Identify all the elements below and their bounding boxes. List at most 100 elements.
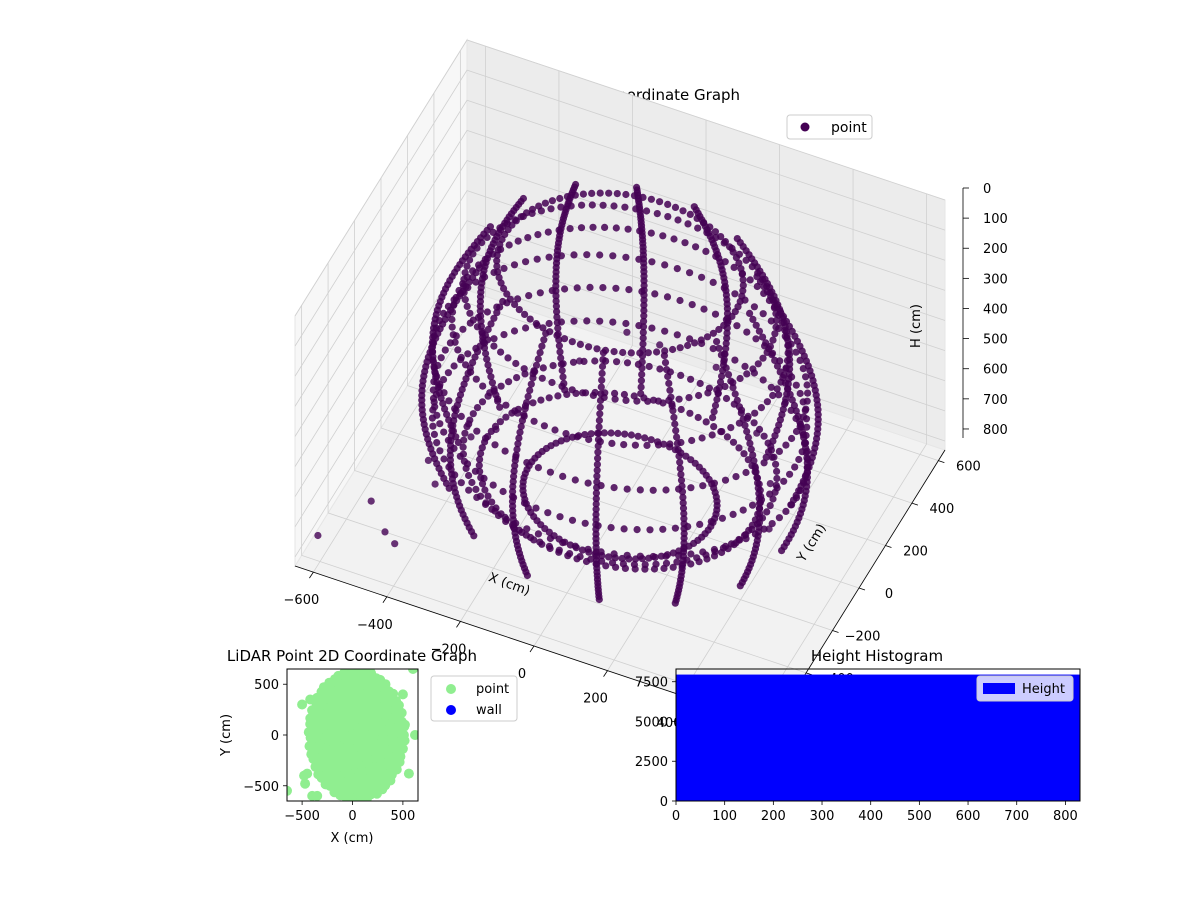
plot-3d-point [546, 468, 555, 476]
plot-3d-point [484, 392, 492, 400]
plot-3d-point [790, 401, 799, 410]
plot-3d-point [550, 532, 558, 540]
plot-3d-point [450, 362, 458, 370]
plot-3d-point [679, 207, 687, 215]
plot-3d-ztick-label: 600 [983, 363, 1008, 378]
plot-3d-point [557, 360, 566, 368]
plot-3d-point [731, 356, 739, 364]
plot-3d-point [662, 486, 670, 494]
plot-3d-point [692, 243, 700, 251]
plot-3d-point [736, 536, 744, 544]
plot-3d-point [556, 194, 564, 203]
plot-3d-point [664, 200, 672, 208]
plot-3d-point [746, 309, 754, 317]
plot-3d-point [769, 391, 777, 400]
plot-3d-point [596, 410, 604, 418]
plot-3d-zlabel: H (cm) [909, 304, 924, 348]
plot-3d-point [739, 281, 747, 289]
plot-3d-point [537, 396, 545, 404]
plot-3d-point [710, 408, 718, 416]
plot-3d-point [522, 531, 530, 539]
plot-3d-point [682, 452, 690, 460]
plot-3d-point [686, 210, 694, 218]
plot-3d-point [700, 305, 708, 313]
plot-3d-point [633, 526, 641, 534]
plot-3d-point [621, 430, 629, 438]
plot-3d-point [648, 324, 656, 332]
plot-3d-point [733, 322, 741, 330]
plot-3d-gridline-x [680, 169, 854, 696]
plot-3d-point [669, 407, 677, 415]
plot-3d-point [684, 341, 692, 350]
plot-3d-point [727, 377, 735, 385]
plot-3d-point [588, 201, 596, 209]
plot-3d-point [625, 286, 633, 294]
plot-3d-point [738, 269, 747, 278]
plot-3d-point [688, 436, 696, 445]
plot-3d-point [778, 547, 786, 555]
plot-2d-point [321, 778, 332, 789]
plot-3d-point [639, 328, 647, 336]
plot-2d-point [387, 689, 398, 700]
plot-3d-point [529, 374, 537, 382]
plot-3d-point [767, 442, 775, 451]
plot-3d-point [481, 438, 489, 446]
plot-3d-point [801, 406, 809, 414]
plot-3d-point [508, 409, 516, 417]
plot-3d-point [440, 428, 448, 436]
plot-3d-point [473, 404, 482, 412]
plot-3d-gridline-y [327, 262, 807, 674]
plot-3d-point [594, 448, 602, 456]
plot-3d-point [466, 416, 474, 424]
plot-3d-point [675, 452, 683, 460]
plot-3d-point [687, 484, 695, 492]
plot-3d-point [718, 372, 726, 380]
plot-3d-point [723, 319, 732, 327]
plot-3d-point [791, 463, 799, 471]
plot-3d-point [639, 323, 648, 331]
plot-3d-point [485, 367, 493, 375]
plot-3d-point [598, 376, 606, 384]
plot-3d-point [651, 553, 659, 561]
plot-3d-point [464, 350, 472, 358]
plot-3d-point [681, 239, 689, 247]
plot-3d-point [620, 390, 629, 399]
plot-2d-point [304, 727, 315, 738]
plot-3d-point [634, 432, 642, 440]
plot-3d-point [513, 374, 521, 382]
plot-3d-xtick [456, 621, 461, 628]
plot-3d-point [722, 339, 730, 347]
histogram-ytick-label: 7500 [635, 676, 668, 691]
histogram-xtick-label: 100 [712, 809, 737, 824]
plot-3d-point [483, 355, 491, 363]
plot-3d-point [645, 554, 653, 562]
plot-3d-point [462, 375, 470, 383]
plot-2d-point [394, 708, 405, 719]
plot-3d-point [585, 343, 593, 351]
plot-2d-point [410, 730, 418, 740]
plot-3d-point [536, 289, 544, 297]
plot-3d-ytick-label: −200 [845, 630, 881, 645]
plot-3d-point [496, 403, 504, 411]
plot-3d-point [749, 501, 757, 509]
plot-3d-point [623, 485, 631, 493]
plot-3d-point [497, 510, 505, 518]
plot-3d-point [773, 467, 781, 475]
plot-3d-point [788, 434, 796, 443]
plot-2d-point [403, 768, 414, 779]
plot-3d-point [495, 273, 503, 282]
plot-3d-point [721, 382, 729, 391]
plot-3d-point [709, 329, 718, 337]
plot-3d-point [666, 443, 674, 451]
plot-2d-point [333, 670, 344, 681]
plot-3d-point [490, 268, 498, 277]
plot-3d-point [454, 438, 462, 447]
plot-3d-point [538, 374, 546, 382]
plot-3d-point [555, 336, 563, 344]
plot-2d-point [306, 740, 317, 751]
plot-3d-point [459, 443, 467, 451]
plot-3d-point [750, 457, 758, 465]
plot-3d-point [686, 335, 694, 343]
plot-3d-point [499, 487, 507, 496]
plot-3d-point [459, 450, 467, 458]
